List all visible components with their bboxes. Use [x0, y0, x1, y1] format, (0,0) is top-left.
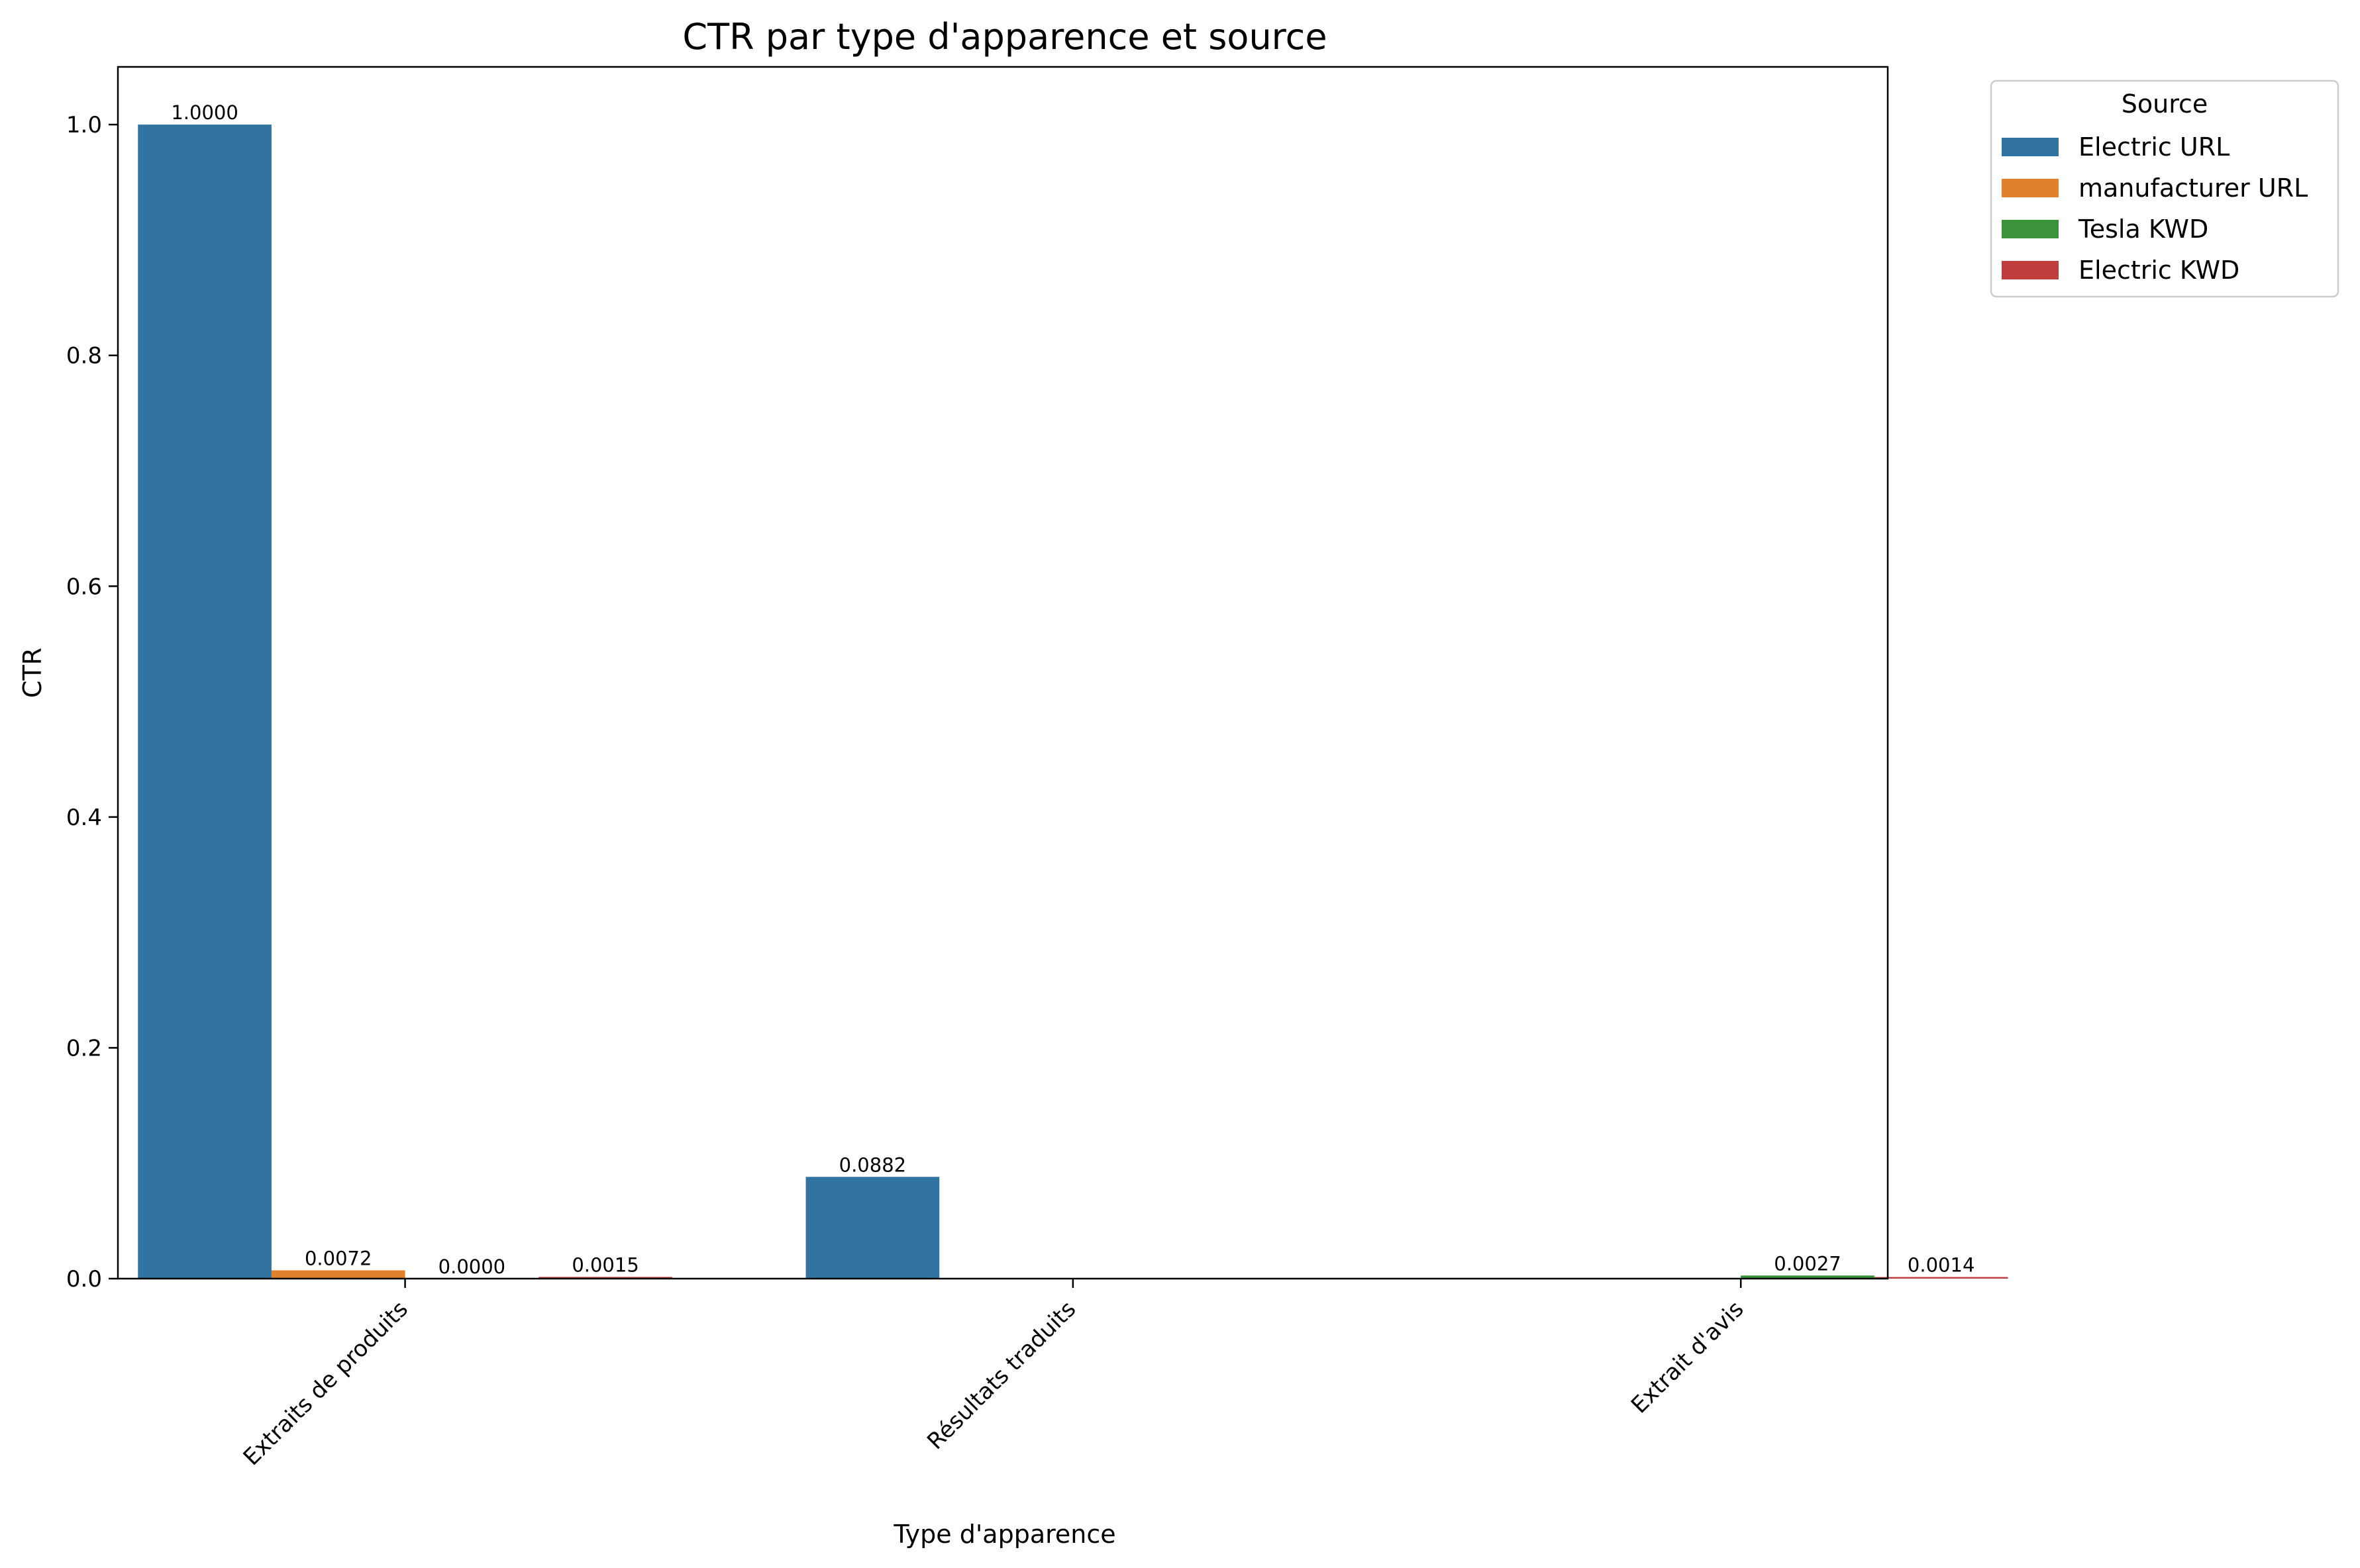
bars-layer [138, 124, 2008, 1279]
y-tick-label: 1.0 [66, 112, 102, 138]
legend-items: Electric URL manufacturer URL Tesla KWD Ele… [2002, 132, 2308, 285]
bar [1741, 1275, 1874, 1279]
legend-label: Tesla KWD [2078, 215, 2208, 244]
data-label: 0.0882 [839, 1153, 906, 1176]
chart-title: CTR par type d'apparence et source [682, 16, 1327, 58]
legend: Source Electric URL manufacturer URL Tesla… [1990, 79, 2339, 298]
bar [1874, 1277, 2008, 1279]
plot-frame [117, 66, 1889, 1280]
legend-swatch [2002, 179, 2059, 197]
legend-swatch [2002, 261, 2059, 279]
legend-label: Electric KWD [2078, 256, 2239, 285]
legend-label: Electric URL [2078, 132, 2230, 162]
data-label: 0.0015 [572, 1253, 639, 1276]
y-tick-label: 0.4 [66, 805, 102, 831]
y-tick-label: 0.0 [66, 1266, 102, 1293]
y-tick-label: 0.6 [66, 573, 102, 600]
y-axis-title: CTR [18, 648, 47, 698]
bar [271, 1270, 405, 1279]
data-label: 0.0072 [305, 1247, 372, 1269]
legend-swatch [2002, 138, 2059, 156]
y-axis: 0.0 0.2 0.4 0.6 0.8 1.0 [66, 112, 118, 1293]
legend-title: Source [2122, 89, 2208, 119]
y-tick-label: 0.8 [66, 343, 102, 369]
bar [805, 1177, 940, 1279]
data-label: 0.0000 [438, 1255, 505, 1278]
legend-box [1990, 79, 2339, 298]
data-label: 1.0000 [171, 101, 238, 124]
data-labels-layer: 1.0000 0.0882 0.0072 0.0000 0.0027 0.0015 0.00… [171, 101, 1975, 1278]
data-label: 0.0027 [1774, 1252, 1841, 1275]
bar [138, 124, 272, 1279]
data-label: 0.0014 [1908, 1254, 1975, 1277]
legend-label: manufacturer URL [2078, 173, 2308, 203]
y-tick-label: 0.2 [66, 1035, 102, 1061]
x-axis-title: Type d'apparence [893, 1520, 1115, 1549]
bar [539, 1277, 672, 1279]
legend-swatch [2002, 220, 2059, 238]
